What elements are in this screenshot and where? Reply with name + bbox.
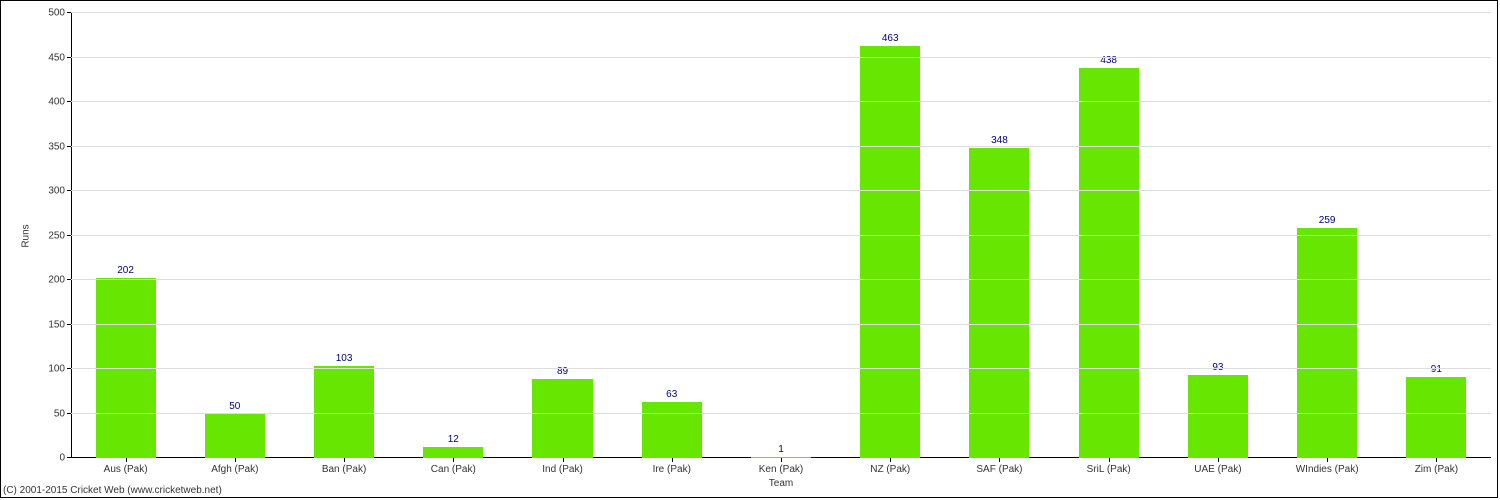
x-tick-mark bbox=[235, 458, 236, 462]
bar-slot: 259WIndies (Pak) bbox=[1273, 13, 1382, 458]
y-tick-label: 0 bbox=[59, 453, 71, 464]
bar-value-label: 91 bbox=[1431, 364, 1442, 377]
bar: 91 bbox=[1406, 377, 1466, 458]
bar: 463 bbox=[860, 46, 920, 458]
bar-value-label: 1 bbox=[778, 444, 784, 457]
bar-value-label: 103 bbox=[336, 353, 353, 366]
bars-container: 202Aus (Pak)50Afgh (Pak)103Ban (Pak)12Ca… bbox=[71, 13, 1491, 458]
x-tick-mark bbox=[1327, 458, 1328, 462]
x-tick-mark bbox=[453, 458, 454, 462]
bar-slot: 1Ken (Pak) bbox=[726, 13, 835, 458]
bar-slot: 63Ire (Pak) bbox=[617, 13, 726, 458]
x-tick-mark bbox=[999, 458, 1000, 462]
y-tick-label: 100 bbox=[48, 364, 71, 375]
bar-slot: 93UAE (Pak) bbox=[1163, 13, 1272, 458]
y-gridline bbox=[71, 413, 1491, 414]
y-tick-label: 250 bbox=[48, 230, 71, 241]
bar: 12 bbox=[423, 447, 483, 458]
bar-slot: 463NZ (Pak) bbox=[836, 13, 945, 458]
bar: 63 bbox=[642, 402, 702, 458]
copyright-text: (C) 2001-2015 Cricket Web (www.cricketwe… bbox=[3, 485, 222, 496]
y-tick-label: 450 bbox=[48, 52, 71, 63]
bar-slot: 348SAF (Pak) bbox=[945, 13, 1054, 458]
y-tick-label: 300 bbox=[48, 186, 71, 197]
y-tick-label: 400 bbox=[48, 97, 71, 108]
bar: 438 bbox=[1079, 68, 1139, 458]
y-gridline bbox=[71, 324, 1491, 325]
y-gridline bbox=[71, 235, 1491, 236]
y-gridline bbox=[71, 146, 1491, 147]
y-tick-label: 150 bbox=[48, 319, 71, 330]
x-tick-mark bbox=[672, 458, 673, 462]
x-tick-mark bbox=[1109, 458, 1110, 462]
bar: 50 bbox=[205, 414, 265, 459]
y-tick-label: 500 bbox=[48, 8, 71, 19]
y-gridline bbox=[71, 279, 1491, 280]
y-axis-title: Runs bbox=[21, 224, 32, 247]
y-gridline bbox=[71, 190, 1491, 191]
y-gridline bbox=[71, 12, 1491, 13]
y-gridline bbox=[71, 368, 1491, 369]
x-tick-mark bbox=[1436, 458, 1437, 462]
chart-frame: 202Aus (Pak)50Afgh (Pak)103Ban (Pak)12Ca… bbox=[0, 0, 1498, 498]
x-tick-mark bbox=[890, 458, 891, 462]
x-tick-mark bbox=[126, 458, 127, 462]
bar-slot: 438SriL (Pak) bbox=[1054, 13, 1163, 458]
x-tick-mark bbox=[1218, 458, 1219, 462]
bar-slot: 50Afgh (Pak) bbox=[180, 13, 289, 458]
bar-value-label: 12 bbox=[448, 434, 459, 447]
bar: 259 bbox=[1297, 228, 1357, 459]
bar: 93 bbox=[1188, 375, 1248, 458]
bar-slot: 12Can (Pak) bbox=[399, 13, 508, 458]
bar-slot: 103Ban (Pak) bbox=[289, 13, 398, 458]
y-tick-label: 50 bbox=[54, 408, 71, 419]
bar-slot: 89Ind (Pak) bbox=[508, 13, 617, 458]
bar: 89 bbox=[532, 379, 592, 458]
bar-value-label: 63 bbox=[666, 389, 677, 402]
y-gridline bbox=[71, 101, 1491, 102]
x-tick-mark bbox=[344, 458, 345, 462]
y-tick-label: 200 bbox=[48, 275, 71, 286]
y-tick-label: 350 bbox=[48, 141, 71, 152]
bar-value-label: 202 bbox=[117, 265, 134, 278]
bar-value-label: 463 bbox=[882, 33, 899, 46]
x-tick-mark bbox=[563, 458, 564, 462]
bar-slot: 202Aus (Pak) bbox=[71, 13, 180, 458]
bar-slot: 91Zim (Pak) bbox=[1382, 13, 1491, 458]
x-tick-mark bbox=[781, 458, 782, 462]
bar-value-label: 259 bbox=[1319, 215, 1336, 228]
x-axis-title: Team bbox=[769, 478, 793, 489]
y-gridline bbox=[71, 57, 1491, 58]
plot-area: 202Aus (Pak)50Afgh (Pak)103Ban (Pak)12Ca… bbox=[71, 13, 1491, 458]
